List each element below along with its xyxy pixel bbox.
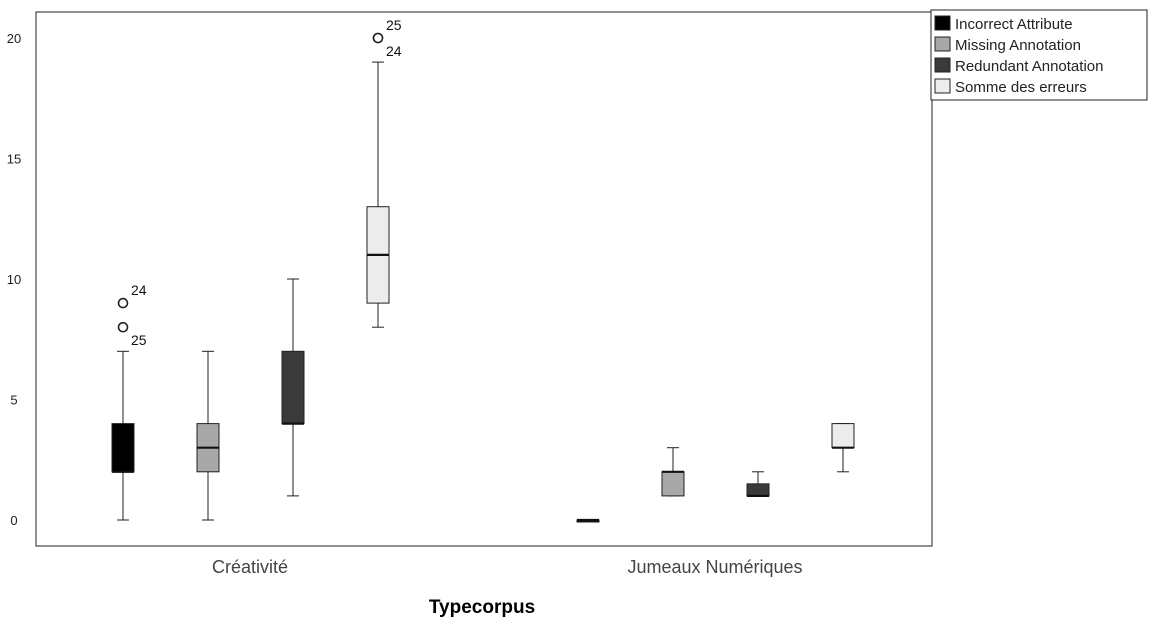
outlier-point-1-1-1: [117, 297, 129, 309]
legend-swatch-4: [934, 78, 951, 94]
legend: Incorrect Attribute Missing Annotation Red…: [930, 9, 1148, 101]
x-category-label-2: Jumeaux Numériques: [627, 557, 802, 577]
legend-label-4: Somme des erreurs: [955, 79, 1087, 96]
y-tick-label-0: 0: [10, 513, 17, 528]
outlier-label-1-1-1: 24: [131, 282, 147, 298]
box-3-1: [281, 350, 305, 425]
legend-box: [930, 9, 1148, 101]
legend-swatch-2: [934, 36, 951, 52]
box-group-1-1: 24 25: [111, 282, 147, 521]
box-group-1-2: [576, 518, 600, 523]
box-4-2: [831, 423, 855, 449]
legend-swatch-1: [934, 15, 951, 31]
box-group-3-1: [281, 278, 305, 497]
y-tick-label-15: 15: [7, 152, 21, 167]
box-group-4-2: [831, 423, 855, 473]
box-group-2-1: [196, 350, 220, 521]
box-1-1: [111, 423, 135, 473]
outlier-point-1-1-2: [117, 321, 129, 333]
y-tick-label-10: 10: [7, 272, 21, 287]
box-3-2: [746, 483, 770, 497]
y-tick-label-20: 20: [7, 31, 21, 46]
legend-label-3: Redundant Annotation: [955, 58, 1103, 75]
legend-label-2: Missing Annotation: [955, 37, 1081, 54]
outlier-label-1-1-2: 25: [131, 332, 147, 348]
outlier-label-4-1-2: 24: [386, 43, 402, 59]
outlier-point-4-1-2: [372, 32, 384, 44]
x-axis-title: Typecorpus: [429, 597, 535, 618]
x-category-label-1: Créativité: [212, 557, 288, 577]
outlier-label-4-1-1: 25: [386, 17, 402, 33]
box-2-2: [661, 471, 685, 497]
box-group-3-2: [746, 471, 770, 497]
box-group-4-1: 25 24: [366, 17, 402, 328]
y-tick-label-5: 5: [10, 393, 17, 408]
legend-swatch-3: [934, 57, 951, 73]
plot-frame: [35, 11, 933, 547]
box-group-2-2: [661, 447, 685, 497]
legend-label-1: Incorrect Attribute: [955, 16, 1073, 33]
